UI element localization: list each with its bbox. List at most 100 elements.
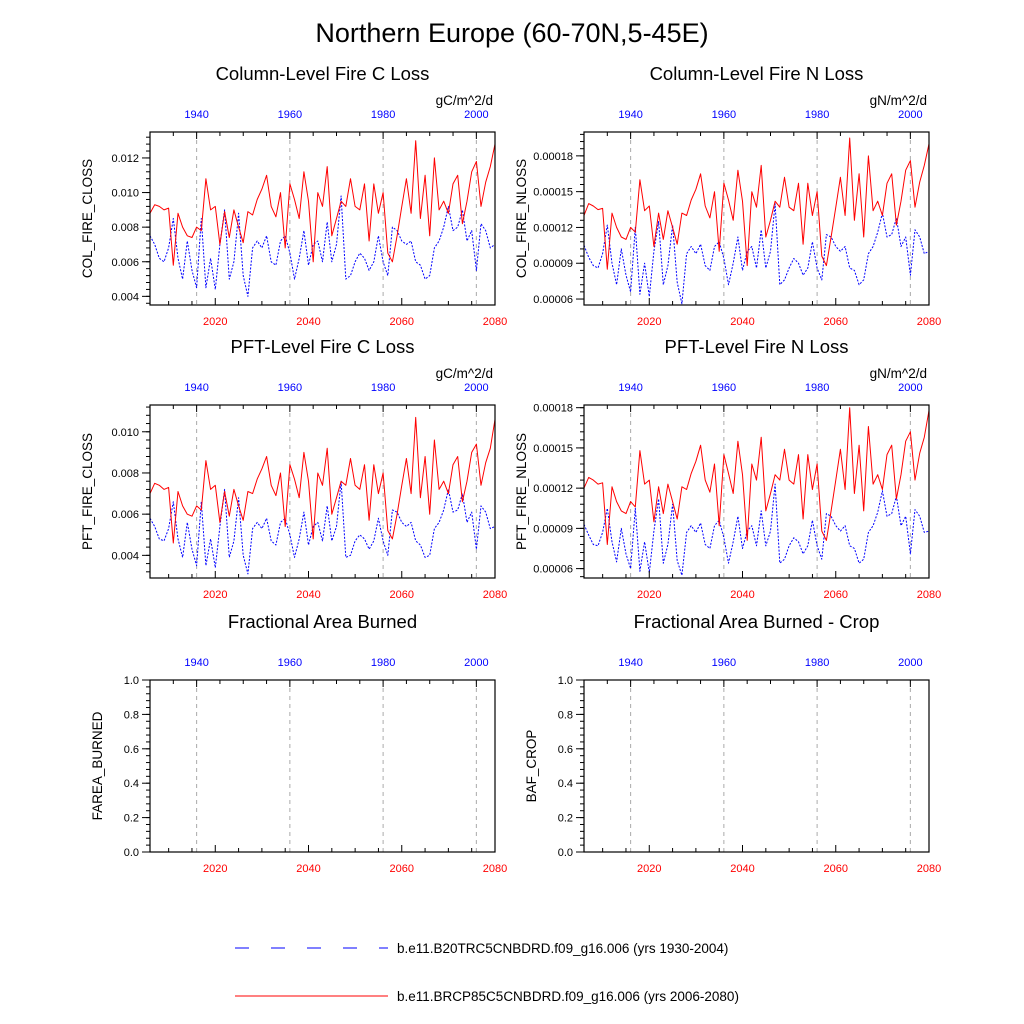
chart-panel-4: PFT-Level Fire N Loss gN/m^2/d PFT_FIRE_NL…	[514, 336, 941, 601]
y-tick-label: 0.010	[111, 427, 139, 439]
x-tick-label-top: 1940	[618, 382, 642, 394]
series-line-future	[584, 407, 929, 545]
y-tick-label: 0.006	[111, 257, 139, 269]
x-tick-label-top: 1940	[184, 657, 208, 669]
x-tick-label-top: 1980	[371, 109, 395, 121]
x-tick-label-top: 1960	[278, 109, 302, 121]
y-tick-label: 0.2	[124, 813, 139, 825]
units-label: gC/m^2/d	[436, 93, 493, 108]
y-tick-label: 0.8	[558, 709, 573, 721]
y-tick-label: 0.4	[124, 778, 139, 790]
y-tick-label: 1.0	[558, 675, 573, 687]
x-tick-label-bottom: 2020	[203, 316, 227, 328]
legend-label-2: b.e11.BRCP85C5CNBDRD.f09_g16.006 (yrs 20…	[397, 989, 739, 1004]
chart-panel-1: Column-Level Fire C Loss gC/m^2/d COL_FIRE…	[80, 63, 507, 328]
series-line-historical	[150, 195, 495, 297]
y-axis-label: BAF_CROP	[524, 730, 539, 803]
y-axis-label: COL_FIRE_CLOSS	[80, 159, 95, 278]
legend-label-1: b.e11.B20TRC5CNBDRD.f09_g16.006 (yrs 193…	[397, 941, 728, 956]
chart-panel-2: Column-Level Fire N Loss gN/m^2/d COL_FIRE…	[514, 63, 941, 328]
x-tick-label-bottom: 2040	[730, 863, 754, 875]
x-tick-label-bottom: 2060	[824, 589, 848, 601]
units-label: gN/m^2/d	[870, 93, 927, 108]
x-tick-label-top: 2000	[464, 109, 488, 121]
units-label: gN/m^2/d	[870, 366, 927, 381]
x-tick-label-top: 1960	[278, 657, 302, 669]
x-tick-label-top: 1960	[712, 657, 736, 669]
y-axis-label: FAREA_BURNED	[90, 711, 105, 820]
x-tick-label-top: 1960	[712, 382, 736, 394]
y-axis-label: PFT_FIRE_NLOSS	[514, 433, 529, 550]
y-tick-label: 0.0	[558, 847, 573, 859]
chart-title: PFT-Level Fire C Loss	[230, 336, 414, 357]
x-tick-label-bottom: 2060	[390, 589, 414, 601]
units-label: gC/m^2/d	[436, 366, 493, 381]
series-line-future	[150, 140, 495, 266]
y-tick-label: 0.00009	[533, 258, 573, 270]
x-tick-label-bottom: 2060	[824, 316, 848, 328]
x-tick-label-top: 2000	[898, 109, 922, 121]
series-line-future	[584, 137, 929, 270]
chart-panel-3: PFT-Level Fire C Loss gC/m^2/d PFT_FIRE_CL…	[80, 336, 507, 601]
y-axis-label: PFT_FIRE_CLOSS	[80, 433, 95, 550]
y-tick-label: 0.008	[111, 468, 139, 480]
x-tick-label-bottom: 2080	[917, 589, 941, 601]
chart-panel-6: Fractional Area Burned - Crop BAF_CROP 202…	[524, 611, 941, 875]
x-tick-label-bottom: 2040	[730, 316, 754, 328]
series-group	[150, 416, 495, 575]
x-tick-label-top: 1940	[618, 109, 642, 121]
x-tick-label-top: 1980	[371, 657, 395, 669]
x-tick-label-top: 1980	[805, 109, 829, 121]
x-tick-label-top: 1980	[805, 382, 829, 394]
x-tick-label-bottom: 2080	[483, 589, 507, 601]
x-tick-label-bottom: 2080	[917, 863, 941, 875]
chart-title: Column-Level Fire N Loss	[650, 63, 864, 84]
x-tick-label-bottom: 2040	[296, 863, 320, 875]
x-tick-label-bottom: 2060	[390, 863, 414, 875]
legend: b.e11.B20TRC5CNBDRD.f09_g16.006 (yrs 193…	[235, 941, 739, 1004]
panels-group: Column-Level Fire C Loss gC/m^2/d COL_FIRE…	[80, 63, 941, 875]
y-axis-label: COL_FIRE_NLOSS	[514, 159, 529, 278]
y-tick-label: 0.8	[124, 709, 139, 721]
y-tick-label: 0.00006	[533, 564, 573, 576]
x-tick-label-bottom: 2060	[390, 316, 414, 328]
y-tick-label: 0.00012	[533, 483, 573, 495]
chart-title: Fractional Area Burned	[228, 611, 417, 632]
y-tick-label: 0.2	[558, 813, 573, 825]
x-tick-label-top: 1940	[618, 657, 642, 669]
y-tick-label: 0.008	[111, 222, 139, 234]
series-line-future	[150, 416, 495, 544]
x-tick-label-bottom: 2040	[730, 589, 754, 601]
x-tick-label-top: 2000	[464, 657, 488, 669]
x-tick-label-bottom: 2080	[483, 316, 507, 328]
x-tick-label-top: 2000	[898, 657, 922, 669]
y-tick-label: 0.00012	[533, 222, 573, 234]
x-tick-label-top: 1940	[184, 109, 208, 121]
x-tick-label-bottom: 2020	[637, 863, 661, 875]
x-tick-label-top: 1960	[712, 109, 736, 121]
chart-title: PFT-Level Fire N Loss	[664, 336, 848, 357]
x-tick-label-top: 1980	[371, 382, 395, 394]
chart-title: Column-Level Fire C Loss	[216, 63, 430, 84]
y-tick-label: 0.00009	[533, 523, 573, 535]
plot-frame	[583, 404, 930, 579]
x-tick-label-bottom: 2020	[203, 863, 227, 875]
x-tick-label-top: 2000	[464, 382, 488, 394]
y-tick-label: 0.004	[111, 291, 139, 303]
chart-title: Fractional Area Burned - Crop	[634, 611, 880, 632]
x-tick-label-bottom: 2080	[483, 863, 507, 875]
x-tick-label-top: 2000	[898, 382, 922, 394]
y-tick-label: 0.6	[558, 744, 573, 756]
y-tick-label: 0.004	[111, 550, 139, 562]
x-tick-label-bottom: 2020	[637, 316, 661, 328]
plot-frame	[149, 679, 496, 853]
x-tick-label-bottom: 2020	[203, 589, 227, 601]
page-title: Northern Europe (60-70N,5-45E)	[315, 18, 708, 48]
plot-frame	[149, 131, 496, 306]
plot-frame	[583, 679, 930, 853]
series-line-historical	[584, 203, 929, 305]
y-tick-label: 0.00018	[533, 403, 573, 415]
y-tick-label: 0.00015	[533, 443, 573, 455]
